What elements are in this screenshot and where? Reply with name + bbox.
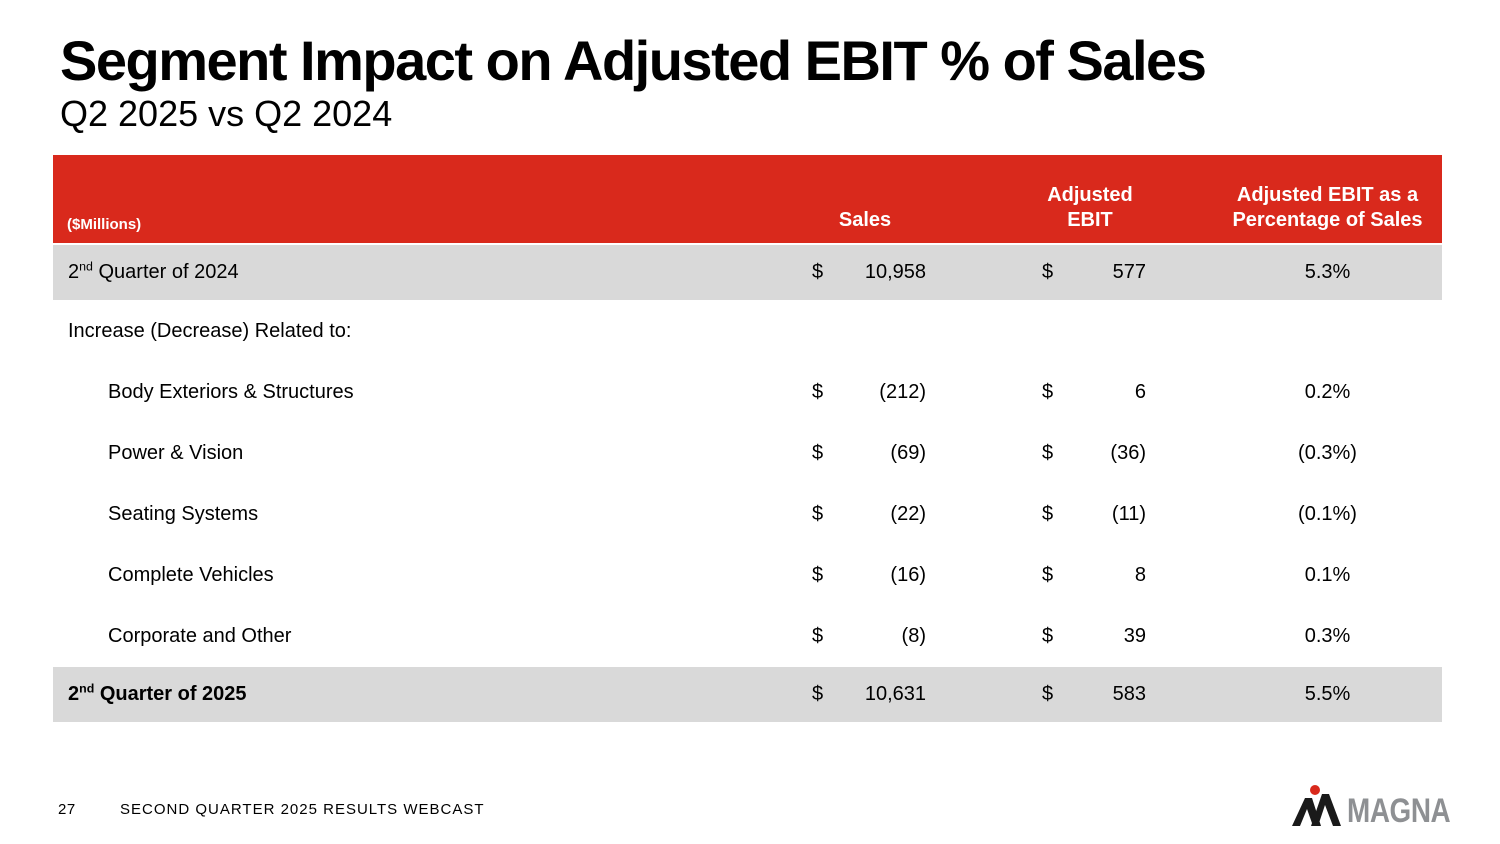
sales-value: 10,631: [864, 683, 926, 705]
ebit-value: 6: [1134, 381, 1146, 403]
ebit-currency: $: [1042, 564, 1054, 586]
row-label: 2nd Quarter of 2025: [53, 681, 800, 706]
row-label-rest: Quarter of 2024: [92, 261, 239, 283]
ebit-value: 583: [1112, 683, 1146, 705]
row-label: Power & Vision: [108, 442, 244, 464]
ebit-pct-value: 0.2%: [1304, 381, 1351, 403]
column-header-adjusted-ebit: Adjusted EBIT: [1030, 183, 1150, 233]
table-row-body-exteriors: Body Exteriors & Structures $ (212) $ 6 …: [53, 362, 1442, 423]
table-row-q2-2024: 2nd Quarter of 2024 $ 10,958 $ 577 5.3%: [53, 245, 1442, 300]
column-header-sales: Sales: [838, 209, 892, 231]
row-label: Seating Systems: [108, 503, 259, 525]
ebit-value: (36): [1110, 442, 1146, 464]
sales-value: (16): [890, 564, 926, 586]
row-label-number: 2: [68, 261, 80, 283]
sales-currency: $: [812, 503, 824, 525]
ebit-value: (11): [1111, 503, 1146, 525]
row-label-ordinal: nd: [79, 681, 95, 696]
column-header-adjusted-ebit-line1: Adjusted: [1047, 184, 1133, 206]
section-label: Increase (Decrease) Related to:: [68, 319, 352, 342]
table-row-complete-vehicles: Complete Vehicles $ (16) $ 8 0.1%: [53, 545, 1442, 606]
ebit-currency: $: [1042, 625, 1054, 647]
ebit-pct-value: 5.3%: [1304, 261, 1351, 283]
sales-value: (69): [890, 442, 926, 464]
table-row-section-heading: Increase (Decrease) Related to:: [53, 300, 1442, 362]
sales-currency: $: [812, 261, 824, 283]
ebit-value: 8: [1134, 564, 1146, 586]
ebit-pct-value: 5.5%: [1304, 683, 1351, 705]
ebit-currency: $: [1042, 261, 1054, 283]
ebit-currency: $: [1042, 683, 1054, 705]
row-label: Body Exteriors & Structures: [108, 381, 354, 403]
ebit-currency: $: [1042, 503, 1054, 525]
row-label-number: 2: [68, 683, 80, 705]
sales-value: 10,958: [864, 261, 926, 283]
row-label-ordinal: nd: [79, 259, 93, 274]
magna-logo-text: MAGNA: [1347, 792, 1451, 831]
sales-currency: $: [812, 381, 824, 403]
sales-currency: $: [812, 625, 824, 647]
ebit-pct-value: (0.3%): [1298, 442, 1357, 464]
row-label: 2nd Quarter of 2024: [53, 259, 800, 284]
sales-currency: $: [812, 683, 824, 705]
sales-value: (22): [890, 503, 926, 525]
row-label-rest: Quarter of 2025: [94, 683, 247, 705]
units-label: ($Millions): [67, 216, 142, 233]
ebit-pct-value: 0.3%: [1304, 625, 1351, 647]
ebit-pct-value: (0.1%): [1298, 503, 1357, 525]
ebit-value: 577: [1112, 261, 1146, 283]
sales-currency: $: [812, 442, 824, 464]
table-row-seating-systems: Seating Systems $ (22) $ (11) (0.1%): [53, 484, 1442, 545]
ebit-currency: $: [1042, 381, 1054, 403]
row-label: Corporate and Other: [108, 625, 292, 647]
column-header-ebit-pct-line1: Adjusted EBIT as a: [1236, 184, 1419, 206]
sales-value: (212): [879, 381, 926, 403]
ebit-value: 39: [1123, 625, 1146, 647]
page-title: Segment Impact on Adjusted EBIT % of Sal…: [60, 29, 1207, 92]
page-number: 27: [58, 801, 76, 818]
column-header-adjusted-ebit-line2: EBIT: [1067, 209, 1113, 231]
magna-logo-mark-icon: [1292, 785, 1341, 826]
page-subtitle: Q2 2025 vs Q2 2024: [60, 93, 393, 134]
column-header-ebit-pct-line2: Percentage of Sales: [1232, 209, 1423, 231]
footer-label: SECOND QUARTER 2025 RESULTS WEBCAST: [120, 801, 485, 818]
column-header-ebit-pct: Adjusted EBIT as a Percentage of Sales: [1213, 183, 1442, 233]
ebit-pct-value: 0.1%: [1304, 564, 1351, 586]
table-row-q2-2025: 2nd Quarter of 2025 $ 10,631 $ 583 5.5%: [53, 667, 1442, 722]
table-row-corporate-other: Corporate and Other $ (8) $ 39 0.3%: [53, 606, 1442, 667]
sales-value: (8): [901, 625, 926, 647]
table-row-power-vision: Power & Vision $ (69) $ (36) (0.3%): [53, 423, 1442, 484]
table-header-row: ($Millions) Sales Adjusted EBIT Adjusted…: [53, 155, 1442, 245]
ebit-currency: $: [1042, 442, 1054, 464]
row-label: Complete Vehicles: [108, 564, 274, 586]
magna-logo: MAGNA: [1291, 785, 1473, 831]
segment-impact-table: ($Millions) Sales Adjusted EBIT Adjusted…: [53, 155, 1442, 722]
sales-currency: $: [812, 564, 824, 586]
